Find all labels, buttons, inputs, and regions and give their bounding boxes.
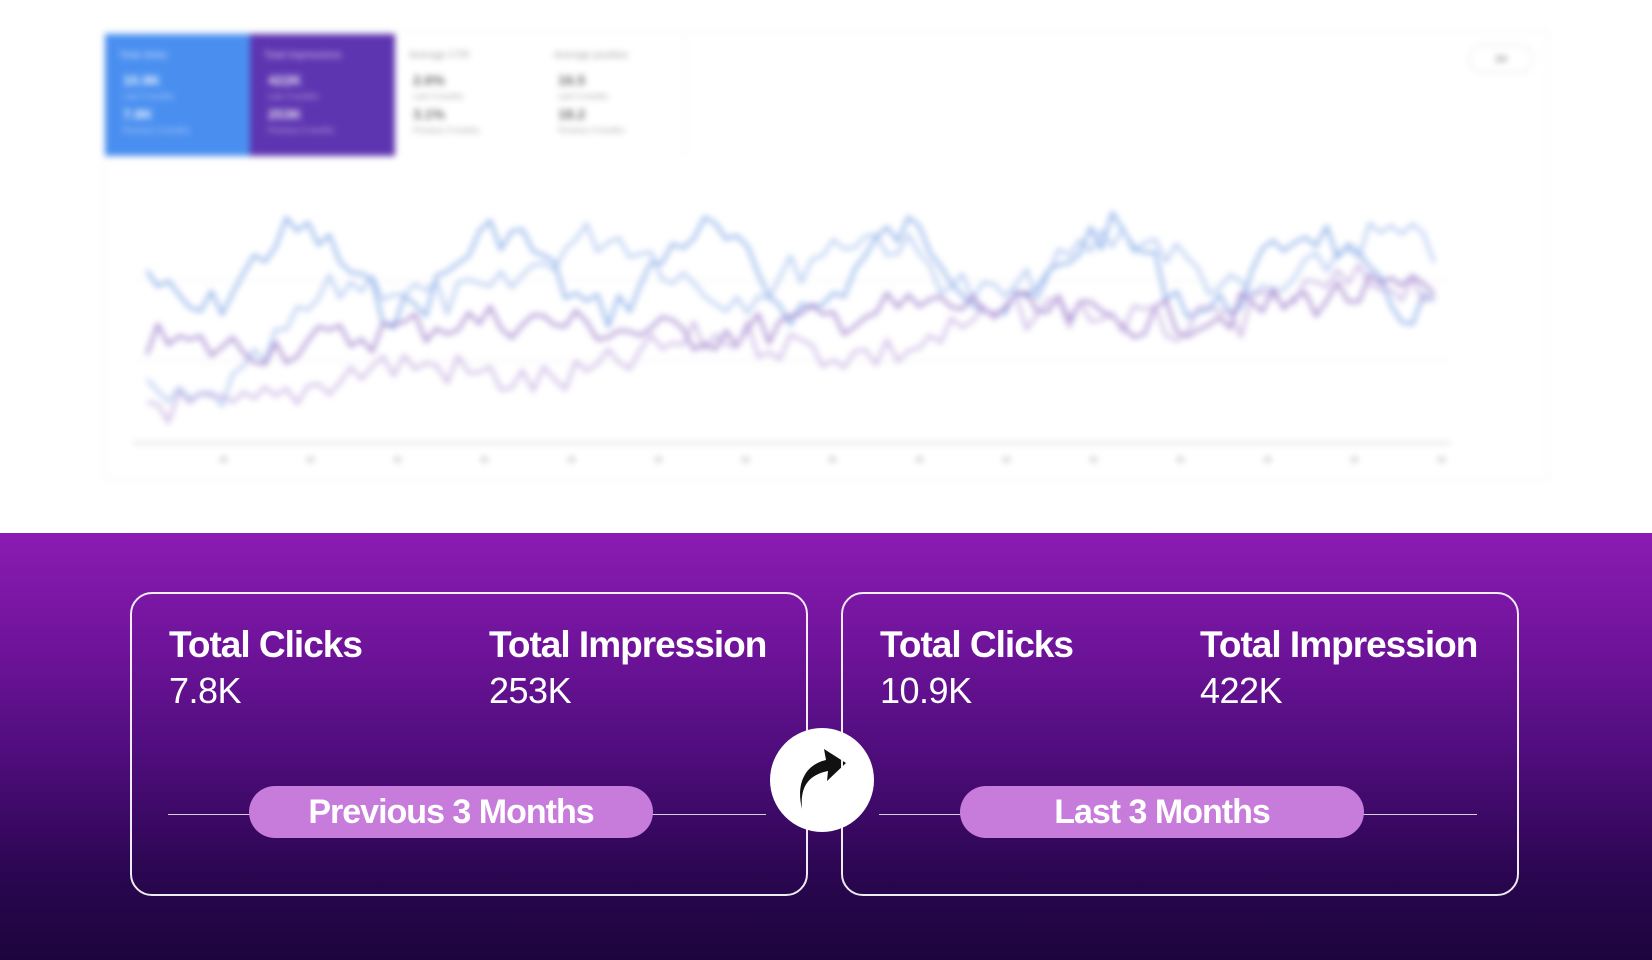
performance-line-chart	[133, 211, 1450, 462]
tile-label: Average position	[554, 50, 629, 61]
series-line	[145, 273, 1436, 366]
tile-sub: Last 3 months	[268, 92, 319, 101]
chart-preview-section: Total clicks 10.9K Last 3 months 7.8K Pr…	[104, 30, 1548, 480]
impressions-label: Total Impression	[1200, 624, 1478, 665]
tile-value: 18.2	[558, 106, 586, 122]
x-tick-mark	[1351, 457, 1358, 462]
tile-sub: Last 3 months	[123, 92, 174, 101]
metric-tile-position[interactable]: Average position 16.5 Last 3 months 18.2…	[540, 34, 686, 156]
tile-sub: Previous 3 months	[268, 126, 335, 135]
tile-sub: Last 3 months	[413, 92, 464, 101]
metric-tile-impressions[interactable]: Total impressions 422K Last 3 months 253…	[250, 34, 395, 156]
clicks-value: 7.8K	[169, 670, 242, 711]
tile-sub: Previous 3 months	[558, 126, 625, 135]
tile-sub: Last 3 months	[558, 92, 609, 101]
x-tick-mark	[1264, 457, 1271, 462]
tile-label: Total impressions	[264, 50, 342, 61]
series-line	[145, 221, 1436, 408]
date-range-button[interactable]: 3M	[1469, 45, 1533, 73]
last-period-card: Total Clicks 10.9K Total Impression 422K…	[841, 592, 1519, 896]
tile-value: 2.6%	[413, 72, 445, 88]
tile-value: 422K	[268, 72, 302, 88]
metric-tile-ctr[interactable]: Average CTR 2.6% Last 3 months 3.1% Prev…	[395, 34, 541, 156]
curved-arrow-up-right-icon	[800, 749, 846, 809]
performance-chart-card: Total clicks 10.9K Last 3 months 7.8K Pr…	[104, 30, 1548, 480]
period-badge-last: Last 3 Months	[960, 786, 1364, 838]
impressions-value: 422K	[1200, 670, 1283, 711]
tile-value: 7.8K	[123, 106, 153, 122]
impressions-value: 253K	[489, 670, 572, 711]
clicks-label: Total Clicks	[169, 624, 363, 665]
clicks-label: Total Clicks	[880, 624, 1074, 665]
impressions-stat: Total Impression 422K	[1200, 624, 1478, 712]
clicks-value: 10.9K	[880, 670, 972, 711]
chart-gridlines	[133, 280, 1450, 462]
x-tick-mark	[220, 457, 227, 462]
tile-label: Average CTR	[409, 50, 470, 61]
series-line	[146, 263, 1435, 424]
x-tick-mark	[916, 457, 923, 462]
x-tick-mark	[655, 457, 662, 462]
x-tick-mark	[742, 457, 749, 462]
tile-sub: Previous 3 months	[123, 126, 190, 135]
tile-label: Total clicks	[119, 50, 168, 61]
tile-value: 3.1%	[413, 106, 445, 122]
tile-value: 16.5	[558, 72, 586, 88]
x-tick-mark	[1177, 457, 1184, 462]
x-tick-mark	[1003, 457, 1010, 462]
clicks-stat: Total Clicks 10.9K	[880, 624, 1074, 712]
impressions-label: Total Impression	[489, 624, 767, 665]
period-badge-previous: Previous 3 Months	[249, 786, 653, 838]
x-tick-mark	[394, 457, 401, 462]
series-line	[145, 211, 1435, 330]
clicks-stat: Total Clicks 7.8K	[169, 624, 363, 712]
tile-value: 10.9K	[123, 72, 161, 88]
x-tick-mark	[829, 457, 836, 462]
x-tick-mark	[1438, 457, 1445, 462]
x-tick-mark	[307, 457, 314, 462]
impressions-stat: Total Impression 253K	[489, 624, 767, 712]
metric-tile-clicks[interactable]: Total clicks 10.9K Last 3 months 7.8K Pr…	[105, 34, 250, 156]
tile-sub: Previous 3 months	[413, 126, 480, 135]
range-label: 3M	[1494, 54, 1508, 64]
comparison-arrow-badge	[770, 728, 874, 832]
chart-series	[145, 211, 1436, 424]
x-tick-mark	[568, 457, 575, 462]
x-tick-mark	[481, 457, 488, 462]
tile-value: 253K	[268, 106, 302, 122]
x-tick-mark	[1090, 457, 1097, 462]
previous-period-card: Total Clicks 7.8K Total Impression 253K …	[130, 592, 808, 896]
comparison-panel: Total Clicks 7.8K Total Impression 253K …	[0, 533, 1652, 960]
